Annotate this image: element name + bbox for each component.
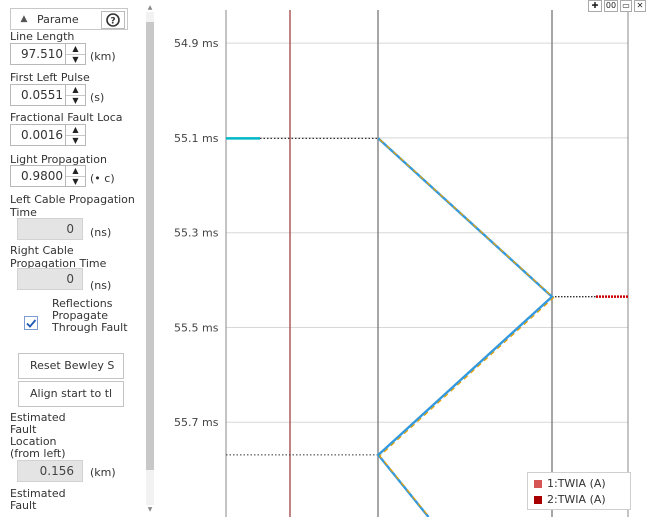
y-tick-label: 54.9 ms: [174, 37, 219, 50]
close-icon[interactable]: ✕: [634, 0, 646, 12]
y-tick-label: 55.3 ms: [174, 227, 219, 240]
bewley-path-dash: [378, 138, 555, 517]
left-cable-value: 0: [17, 218, 83, 240]
save-icon[interactable]: ▭: [620, 0, 632, 12]
plot-area: [226, 10, 628, 517]
checkmark-icon: [26, 319, 37, 328]
reflections-label: Reflections Propagate Through Fault: [52, 298, 128, 334]
right-cable-label: Right Cable Propagation Time: [10, 244, 107, 270]
first-left-pulse-unit: (s): [90, 91, 105, 104]
y-tick-label: 55.1 ms: [174, 132, 219, 145]
line-length-label: Line Length: [10, 30, 75, 43]
right-cable-unit: (ns): [90, 279, 112, 292]
reflections-checkbox[interactable]: [24, 316, 38, 330]
estimated-fault-2-label: Estimated Fault: [10, 488, 66, 512]
stepper-down-icon[interactable]: ▼: [66, 135, 85, 145]
fractional-fault-value[interactable]: 0.0016: [21, 128, 63, 142]
zoom-fit-icon[interactable]: 00: [604, 0, 618, 12]
first-left-pulse-stepper[interactable]: 0.0551 ▲ ▼: [10, 84, 86, 106]
light-propagation-value[interactable]: 0.9800: [21, 169, 63, 183]
parameters-panel: ▲ Parame ? Line Length 97.510 ▲ ▼ (km) Fi…: [0, 0, 160, 517]
reset-bewley-button[interactable]: Reset Bewley S: [18, 353, 124, 379]
help-icon[interactable]: ?: [101, 11, 125, 29]
panel-tab-label[interactable]: Parame: [37, 13, 79, 26]
light-propagation-unit: (• c): [90, 172, 115, 185]
fractional-fault-label: Fractional Fault Loca: [10, 111, 123, 124]
left-cable-label: Left Cable Propagation Time: [10, 193, 135, 219]
move-icon[interactable]: ✚: [588, 0, 602, 12]
align-start-button[interactable]: Align start to tl: [18, 381, 124, 407]
collapse-up-icon[interactable]: ▲: [20, 14, 28, 24]
left-cable-unit: (ns): [90, 226, 112, 239]
light-propagation-label: Light Propagation: [10, 153, 107, 166]
line-length-value[interactable]: 97.510: [21, 47, 63, 61]
estimated-fault-label: Estimated Fault Location (from left): [10, 412, 66, 460]
stepper-up-icon[interactable]: ▲: [72, 44, 79, 53]
legend-swatch: [534, 496, 542, 504]
first-left-pulse-label: First Left Pulse: [10, 71, 90, 84]
stepper-down-icon[interactable]: ▼: [66, 95, 85, 105]
stepper-up-icon[interactable]: ▲: [72, 125, 79, 134]
legend-label: 2:TWIA (A): [547, 493, 606, 506]
first-left-pulse-value[interactable]: 0.0551: [21, 88, 63, 102]
scroll-down-icon[interactable]: ▼: [147, 506, 153, 513]
stepper-down-icon[interactable]: ▼: [66, 176, 85, 186]
bewley-lattice-chart[interactable]: 54.9 ms 55.1 ms 55.3 ms 55.5 ms 55.7 ms: [160, 0, 648, 517]
svg-text:?: ?: [110, 17, 115, 27]
chart-legend[interactable]: 1:TWIA (A) 2:TWIA (A): [527, 472, 631, 510]
panel-scrollbar-thumb[interactable]: [146, 22, 154, 470]
right-cable-value: 0: [17, 268, 83, 290]
y-tick-label: 55.5 ms: [174, 321, 219, 334]
stepper-up-icon[interactable]: ▲: [72, 85, 79, 94]
scroll-up-icon[interactable]: ▲: [147, 4, 153, 11]
legend-label: 1:TWIA (A): [547, 477, 606, 490]
estimated-fault-unit: (km): [90, 466, 116, 479]
line-length-unit: (km): [90, 50, 116, 63]
y-tick-label: 55.7 ms: [174, 416, 219, 429]
line-length-stepper[interactable]: 97.510 ▲ ▼: [10, 43, 86, 65]
stepper-up-icon[interactable]: ▲: [72, 166, 79, 175]
estimated-fault-value: 0.156: [17, 460, 83, 482]
panel-tab-bar: ▲ Parame ?: [10, 8, 128, 30]
light-propagation-stepper[interactable]: 0.9800 ▲ ▼: [10, 165, 86, 187]
stepper-down-icon[interactable]: ▼: [66, 54, 85, 64]
fractional-fault-stepper[interactable]: 0.0016 ▲ ▼: [10, 124, 86, 146]
legend-swatch: [534, 480, 542, 488]
